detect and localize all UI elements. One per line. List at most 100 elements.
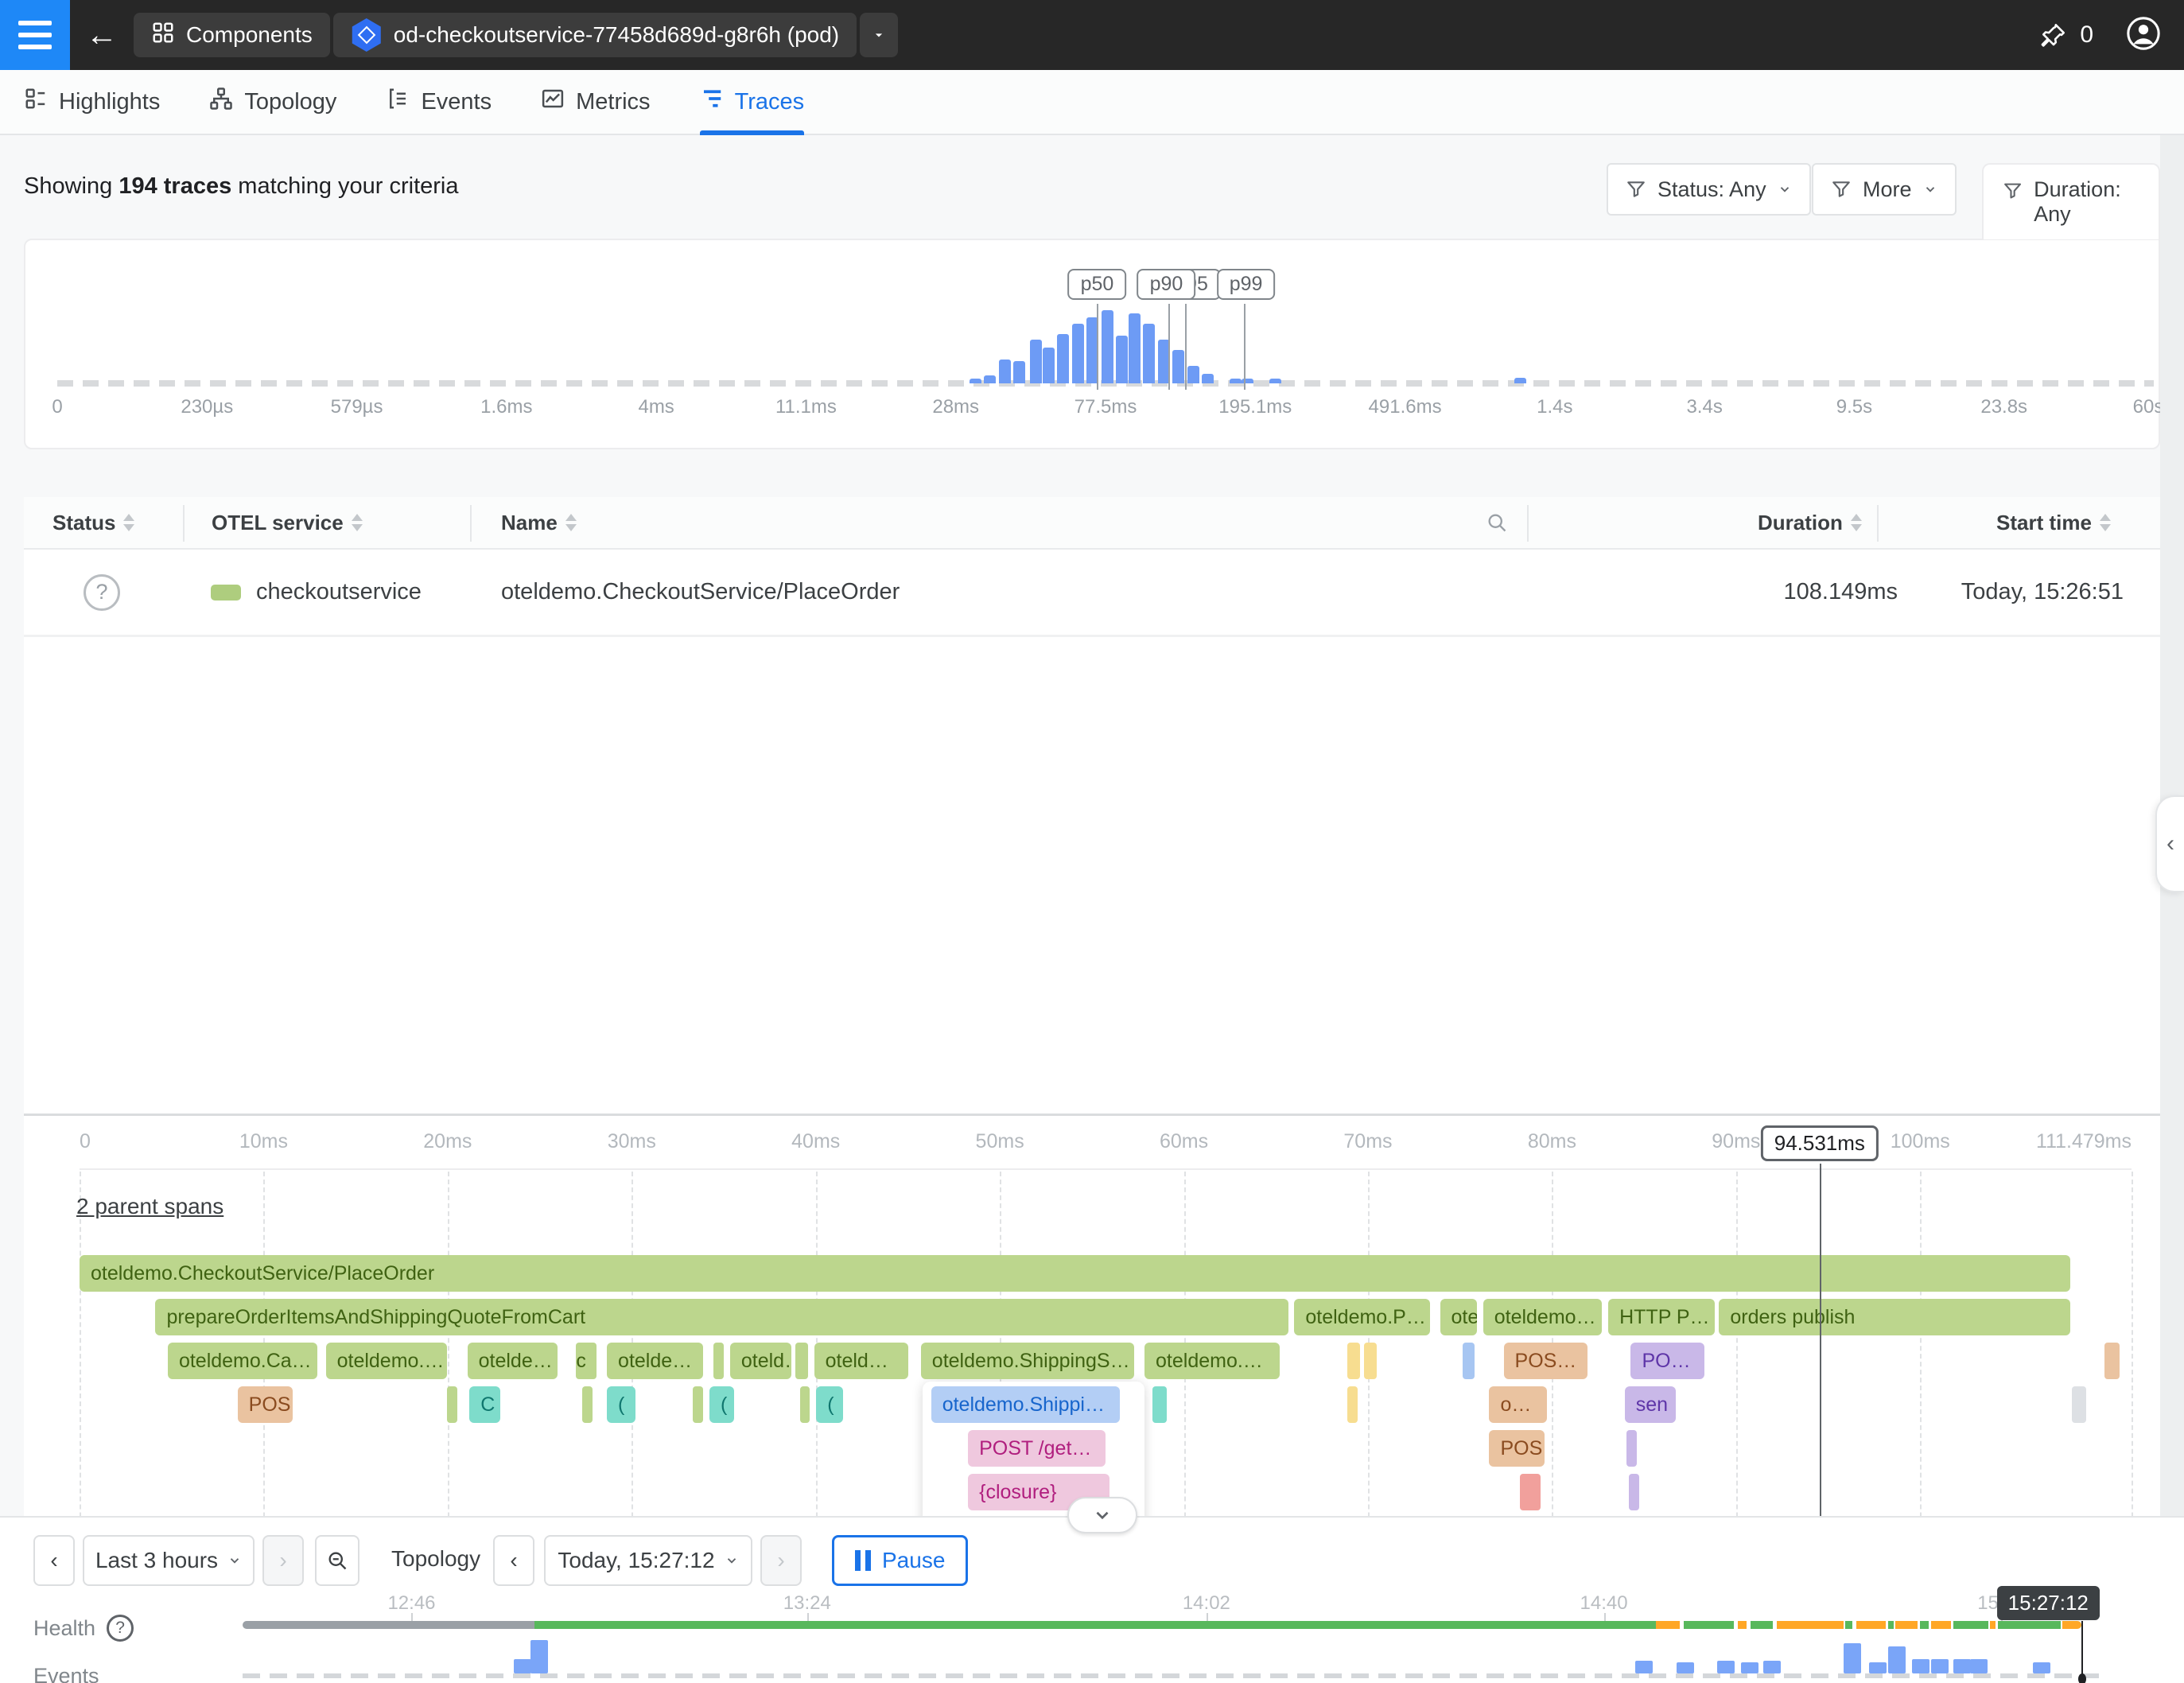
span-bar[interactable]: orders publish — [1719, 1299, 2070, 1335]
span-bar[interactable] — [1462, 1343, 1475, 1379]
parent-spans-link[interactable]: 2 parent spans — [76, 1194, 224, 1219]
entity-selector[interactable]: od-checkoutservice-77458d689d-g8r6h (pod… — [332, 13, 857, 57]
event-bar[interactable] — [530, 1640, 548, 1673]
histogram-bar[interactable] — [1202, 374, 1214, 383]
entity-dropdown-button[interactable] — [860, 13, 899, 57]
tab-topology[interactable]: Topology — [209, 70, 336, 134]
health-segment[interactable] — [1919, 1621, 1929, 1629]
span-bar[interactable]: o… — [1489, 1386, 1547, 1423]
time-prev-button[interactable]: ‹ — [493, 1535, 534, 1586]
menu-icon[interactable] — [0, 0, 70, 70]
span-bar[interactable]: oteldemo… — [1483, 1299, 1603, 1335]
span-bar[interactable] — [1347, 1386, 1358, 1423]
span-bar[interactable]: POS… — [1503, 1343, 1588, 1379]
span-bar[interactable]: ote — [1440, 1299, 1477, 1335]
span-bar[interactable]: oteldemo.… — [1144, 1343, 1280, 1379]
span-bar[interactable]: HTTP P… — [1608, 1299, 1716, 1335]
health-segment[interactable] — [1930, 1621, 1952, 1629]
column-status[interactable]: Status — [52, 511, 135, 535]
percentile-badge-p90[interactable]: p90 — [1137, 269, 1196, 300]
event-bar[interactable] — [1635, 1661, 1654, 1673]
health-segment[interactable] — [534, 1621, 1656, 1629]
more-filters-button[interactable]: More — [1812, 163, 1957, 216]
span-bar[interactable] — [2072, 1386, 2087, 1423]
span-bar[interactable]: c — [576, 1343, 597, 1379]
column-duration[interactable]: Duration — [1758, 511, 1862, 535]
histogram-bar[interactable] — [1157, 340, 1170, 383]
span-bar[interactable]: oteld… — [729, 1343, 792, 1379]
column-start-time[interactable]: Start time — [1996, 511, 2111, 535]
health-segment[interactable] — [1845, 1621, 1853, 1629]
health-segment[interactable] — [1683, 1621, 1734, 1629]
histogram-bar[interactable] — [1013, 361, 1026, 383]
span-bar[interactable]: POS — [237, 1386, 293, 1423]
histogram-bar[interactable] — [1116, 336, 1129, 383]
event-bar[interactable] — [1953, 1659, 1971, 1673]
histogram-bar[interactable] — [984, 375, 997, 383]
span-bar[interactable]: otelde… — [607, 1343, 704, 1379]
column-otel-service[interactable]: OTEL service — [212, 511, 363, 535]
span-bar[interactable] — [1364, 1343, 1377, 1379]
span-bar[interactable]: ( — [816, 1386, 843, 1423]
span-bar[interactable] — [799, 1386, 810, 1423]
collapse-list-button[interactable] — [1067, 1497, 1137, 1533]
trace-row[interactable]: ? checkoutservice oteldemo.CheckoutService… — [24, 550, 2160, 637]
span-bar[interactable] — [582, 1386, 593, 1423]
histogram-bar[interactable] — [998, 360, 1011, 383]
histogram-bar[interactable] — [1057, 334, 1070, 383]
span-bar[interactable] — [1152, 1386, 1168, 1423]
duration-histogram[interactable]: 0 230µs 579µs 1.6ms 4ms 11.1ms 28ms 77.5ms 195.1… — [24, 239, 2174, 449]
table-search-button[interactable] — [1486, 511, 1508, 534]
help-icon[interactable]: ? — [107, 1615, 134, 1642]
span-bar[interactable] — [1626, 1430, 1638, 1467]
health-segment[interactable] — [1856, 1621, 1887, 1629]
health-segment[interactable] — [1887, 1621, 1894, 1629]
pin-button[interactable]: 0 — [2040, 21, 2093, 49]
event-bar[interactable] — [1676, 1662, 1694, 1673]
time-next-button[interactable]: › — [760, 1535, 802, 1586]
tab-traces[interactable]: Traces — [699, 70, 804, 135]
histogram-bar[interactable] — [1030, 340, 1043, 383]
components-button[interactable]: Components — [134, 13, 330, 57]
histogram-bar[interactable] — [1172, 350, 1185, 383]
time-range-select[interactable]: Last 3 hours — [83, 1535, 255, 1586]
tab-metrics[interactable]: Metrics — [541, 70, 651, 134]
tab-highlights[interactable]: Highlights — [24, 70, 160, 134]
span-bar[interactable] — [693, 1386, 704, 1423]
span-bar[interactable]: oteld… — [814, 1343, 909, 1379]
histogram-bar[interactable] — [1514, 378, 1527, 383]
user-avatar[interactable] — [2125, 15, 2162, 56]
span-bar[interactable]: POST /get… — [968, 1430, 1106, 1467]
event-bar[interactable] — [1887, 1646, 1906, 1673]
span-bar[interactable]: prepareOrderItemsAndShippingQuoteFromCar… — [155, 1299, 1288, 1335]
event-bar[interactable] — [1741, 1662, 1759, 1673]
duration-filter-button[interactable]: Duration: Any — [1982, 163, 2160, 239]
histogram-bar[interactable] — [969, 379, 981, 383]
span-bar[interactable]: oteldemo.… — [325, 1343, 447, 1379]
health-segment[interactable] — [1990, 1621, 1996, 1629]
health-segment[interactable] — [2062, 1621, 2081, 1629]
histogram-bar[interactable] — [1143, 324, 1156, 383]
event-bar[interactable] — [1843, 1643, 1861, 1673]
span-bar[interactable]: oteldemo.Shippi… — [931, 1386, 1121, 1423]
health-segment[interactable] — [1751, 1621, 1774, 1629]
span-bar[interactable] — [1520, 1474, 1541, 1510]
zoom-out-button[interactable] — [315, 1535, 359, 1586]
event-bar[interactable] — [1930, 1659, 1949, 1673]
health-segment[interactable] — [1997, 1621, 2061, 1629]
histogram-bar[interactable] — [1128, 313, 1141, 383]
histogram-bar[interactable] — [1242, 379, 1254, 383]
percentile-badge-p99[interactable]: p99 — [1216, 269, 1276, 300]
health-segment[interactable] — [1895, 1621, 1918, 1629]
health-segment[interactable] — [1776, 1621, 1844, 1629]
span-bar[interactable] — [2104, 1343, 2120, 1379]
span-bar[interactable]: oteldemo.CheckoutService/PlaceOrder — [80, 1255, 2070, 1292]
tab-events[interactable]: Events — [386, 70, 492, 134]
span-bar[interactable]: ( — [607, 1386, 636, 1423]
span-bar[interactable]: C — [469, 1386, 500, 1423]
event-bar[interactable] — [2032, 1662, 2050, 1673]
span-bar[interactable]: oteldemo.P… — [1294, 1299, 1430, 1335]
percentile-badge-p50[interactable]: p50 — [1067, 269, 1127, 300]
event-bar[interactable] — [1969, 1659, 1988, 1673]
health-segment[interactable] — [1953, 1621, 1988, 1629]
